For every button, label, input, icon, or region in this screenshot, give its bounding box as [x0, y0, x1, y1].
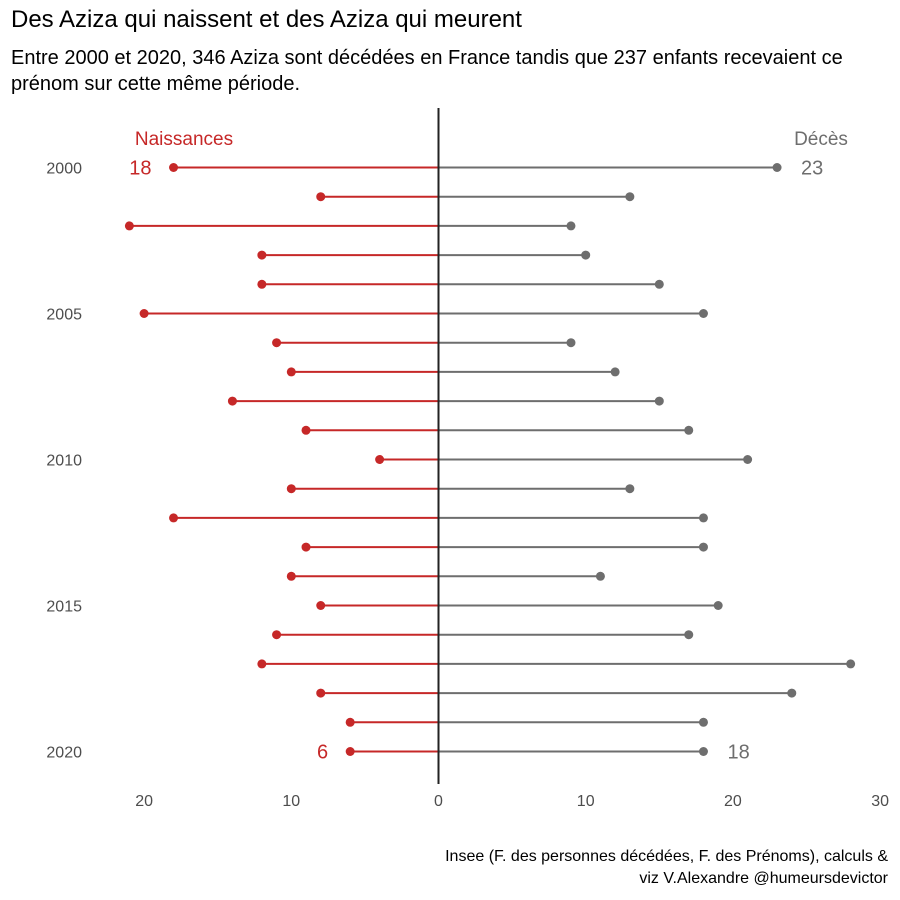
- y-tick-2005: 2005: [46, 307, 82, 324]
- deaths-point-2010: [743, 455, 753, 464]
- deaths-point-2013: [698, 542, 708, 552]
- births-point-2008: [227, 396, 237, 406]
- x-tick-0: 20: [135, 793, 153, 810]
- x-tick-1: 10: [282, 793, 300, 810]
- deaths-point-2020: [698, 747, 708, 756]
- x-tick-5: 30: [871, 793, 889, 810]
- deaths-point-2015: [713, 601, 723, 610]
- births-point-2003: [257, 250, 267, 260]
- births-point-2004: [257, 279, 267, 289]
- chart-subtitle: Entre 2000 et 2020, 346 Aziza sont décéd…: [11, 47, 843, 95]
- deaths-point-2011: [625, 484, 635, 494]
- deaths-point-2001: [625, 192, 635, 202]
- deaths-point-2018: [787, 688, 797, 698]
- deaths-point-2003: [581, 250, 591, 260]
- deaths-point-2012: [698, 513, 708, 523]
- births-point-2020: [345, 747, 355, 756]
- births-point-2010: [375, 455, 385, 464]
- deaths-point-2004: [654, 279, 664, 289]
- births-point-2016: [272, 630, 282, 640]
- y-tick-2020: 2020: [46, 745, 82, 762]
- deaths-label-2000: 23: [801, 158, 823, 180]
- deaths-point-2019: [698, 717, 708, 727]
- births-point-2015: [316, 601, 326, 610]
- x-tick-2: 0: [434, 793, 443, 810]
- deaths-point-2009: [684, 425, 694, 435]
- births-point-2007: [286, 367, 296, 377]
- births-label-2000: 18: [129, 158, 151, 180]
- births-point-2000: [169, 163, 179, 172]
- births-series: [124, 163, 439, 756]
- deaths-point-2008: [654, 396, 664, 406]
- deaths-point-2006: [566, 338, 576, 348]
- deaths-label-2020: 18: [727, 742, 749, 764]
- caption-line-1: Insee (F. des personnes décédées, F. des…: [445, 848, 888, 865]
- legend-births-label: Naissances: [135, 129, 233, 150]
- chart-title: Des Aziza qui naissent et des Aziza qui …: [11, 6, 522, 33]
- births-point-2014: [286, 571, 296, 581]
- births-label-2020: 6: [317, 742, 328, 764]
- births-point-2001: [316, 192, 326, 202]
- deaths-point-2005: [698, 309, 708, 318]
- value-annotations: 18 6 23 18: [129, 158, 823, 764]
- deaths-point-2002: [566, 221, 576, 231]
- y-axis-ticks: 2000 2005 2010 2015 2020: [46, 161, 82, 762]
- legend-deaths-label: Décès: [794, 129, 848, 150]
- births-point-2005: [139, 309, 149, 318]
- y-tick-2010: 2010: [46, 453, 82, 470]
- births-point-2017: [257, 659, 267, 669]
- x-tick-3: 10: [577, 793, 595, 810]
- x-axis-ticks: 20 10 0 10 20 30: [135, 793, 889, 810]
- y-tick-2015: 2015: [46, 599, 82, 616]
- births-point-2012: [169, 513, 179, 523]
- y-tick-2000: 2000: [46, 161, 82, 178]
- births-point-2019: [345, 717, 355, 727]
- deaths-point-2007: [610, 367, 620, 377]
- deaths-point-2000: [772, 163, 782, 172]
- births-point-2011: [286, 484, 296, 494]
- births-point-2006: [272, 338, 282, 348]
- births-point-2013: [301, 542, 311, 552]
- caption-line-2: viz V.Alexandre @humeursdevictor: [639, 870, 888, 887]
- source-caption: Insee (F. des personnes décédées, F. des…: [188, 846, 888, 890]
- births-point-2009: [301, 425, 311, 435]
- births-point-2018: [316, 688, 326, 698]
- deaths-series: [438, 163, 856, 756]
- deaths-point-2017: [846, 659, 856, 669]
- x-tick-4: 20: [724, 793, 742, 810]
- births-point-2002: [124, 221, 134, 231]
- deaths-point-2014: [595, 571, 605, 581]
- deaths-point-2016: [684, 630, 694, 640]
